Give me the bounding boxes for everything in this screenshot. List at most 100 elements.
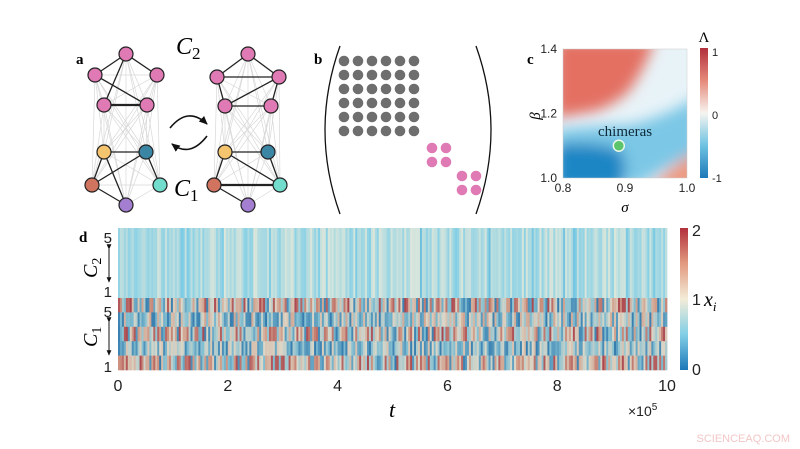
heatmap-cell — [235, 326, 239, 342]
heatmap-cell — [570, 355, 574, 371]
matrix-entry-c2 — [352, 111, 364, 123]
heatmap-cell — [580, 228, 584, 298]
heatmap-cell — [617, 326, 621, 342]
heatmap-cell — [388, 326, 391, 342]
heatmap-cell — [617, 298, 621, 313]
heatmap-cell — [586, 326, 589, 342]
heatmap-cell — [496, 355, 499, 371]
heatmap-cell — [198, 326, 201, 342]
heatmap-cell — [451, 326, 454, 342]
weak-edge — [224, 151, 249, 206]
heatmap-cell — [441, 312, 444, 328]
heatmap-cell — [178, 355, 182, 371]
heatmap-cell — [635, 228, 638, 298]
heatmap-cell — [400, 228, 403, 298]
heatmap-cell — [600, 312, 603, 328]
x-tick-label: 0.9 — [617, 181, 634, 195]
heatmap-cell — [159, 312, 162, 328]
heatmap-cell — [125, 298, 129, 313]
heatmap-cell — [506, 228, 509, 298]
heatmap-cell — [302, 298, 305, 313]
matrix-entry-c2 — [394, 55, 406, 67]
heatmap-cell — [494, 312, 497, 328]
heatmap-cell — [341, 312, 344, 328]
heatmap-cell — [129, 355, 133, 371]
colorbar-label: Λ — [699, 30, 710, 46]
heatmap-cell — [147, 355, 150, 371]
heatmap-cell — [237, 326, 240, 342]
heatmap-cell — [465, 228, 468, 298]
heatmap-cell — [361, 228, 364, 298]
heatmap-cell — [365, 312, 368, 328]
heatmap-cell — [219, 355, 223, 371]
heatmap-cell — [470, 228, 474, 298]
heatmap-cell — [255, 312, 258, 328]
heatmap-cell — [223, 341, 227, 356]
heatmap-cell — [341, 298, 344, 313]
weak-edge — [103, 104, 161, 186]
heatmap-cell — [531, 298, 535, 313]
heatmap-cell — [186, 228, 189, 298]
heatmap-cell — [590, 312, 593, 328]
heatmap-cell — [251, 355, 254, 371]
heatmap-cell — [623, 312, 627, 328]
node-pink — [139, 97, 155, 113]
heatmap-cell — [600, 326, 603, 342]
heatmap-cell — [186, 326, 189, 342]
heatmap-cell — [325, 355, 329, 371]
weak-edge — [125, 151, 147, 206]
heatmap-cell — [468, 312, 472, 328]
heatmap-cell — [586, 298, 589, 313]
heatmap-cell — [314, 298, 317, 313]
heatmap-cell — [274, 312, 278, 328]
heatmap-cell — [390, 341, 393, 356]
heatmap-cell — [586, 341, 589, 356]
heatmap-cell — [455, 228, 458, 298]
heatmap-cell — [363, 326, 366, 342]
heatmap-cell — [563, 341, 566, 356]
heatmap-cell — [578, 355, 582, 371]
y-tick-label: 1.0 — [540, 171, 557, 185]
heatmap-cell — [653, 355, 656, 371]
heatmap-cell — [137, 341, 140, 356]
heatmap-cell — [392, 228, 395, 298]
heatmap-cell — [159, 228, 162, 298]
matrix-entry-c2 — [408, 111, 420, 123]
heatmap-cell — [463, 355, 466, 371]
heatmap-cell — [431, 312, 435, 328]
heatmap-cell — [337, 326, 340, 342]
heatmap-cell — [274, 228, 278, 298]
heatmap-cell — [312, 298, 315, 313]
heatmap-cell — [506, 312, 509, 328]
heatmap-cell — [374, 355, 378, 371]
heatmap-cell — [604, 298, 607, 313]
heatmap-cell — [245, 355, 248, 371]
heatmap-cell — [639, 326, 642, 342]
heatmap-cell — [494, 298, 497, 313]
heatmap-cell — [557, 312, 560, 328]
heatmap-cell — [468, 341, 472, 356]
heatmap-cell — [145, 326, 148, 342]
heatmap-cell — [182, 326, 186, 342]
heatmap-cell — [312, 326, 315, 342]
heatmap-cell — [167, 341, 170, 356]
heatmap-cell — [378, 341, 382, 356]
heatmap-cell — [376, 228, 380, 298]
heatmap-cell — [372, 312, 376, 328]
heatmap-cell — [135, 298, 139, 313]
heatmap-cell — [453, 326, 456, 342]
heatmap-cell — [443, 326, 446, 342]
heatmap-cell — [168, 298, 172, 313]
heatmap-cell — [261, 298, 264, 313]
heatmap-cell — [461, 228, 464, 298]
heatmap-cell — [274, 326, 278, 342]
matrix-entry-c2 — [394, 97, 406, 109]
heatmap-cell — [192, 312, 195, 328]
heatmap-cell — [170, 312, 174, 328]
matrix-entry-c2 — [338, 55, 350, 67]
heatmap-cell — [359, 298, 362, 313]
heatmap-cell — [523, 312, 527, 328]
heatmap-cell — [453, 355, 456, 371]
heatmap-cell — [168, 341, 172, 356]
heatmap-cell — [531, 341, 535, 356]
